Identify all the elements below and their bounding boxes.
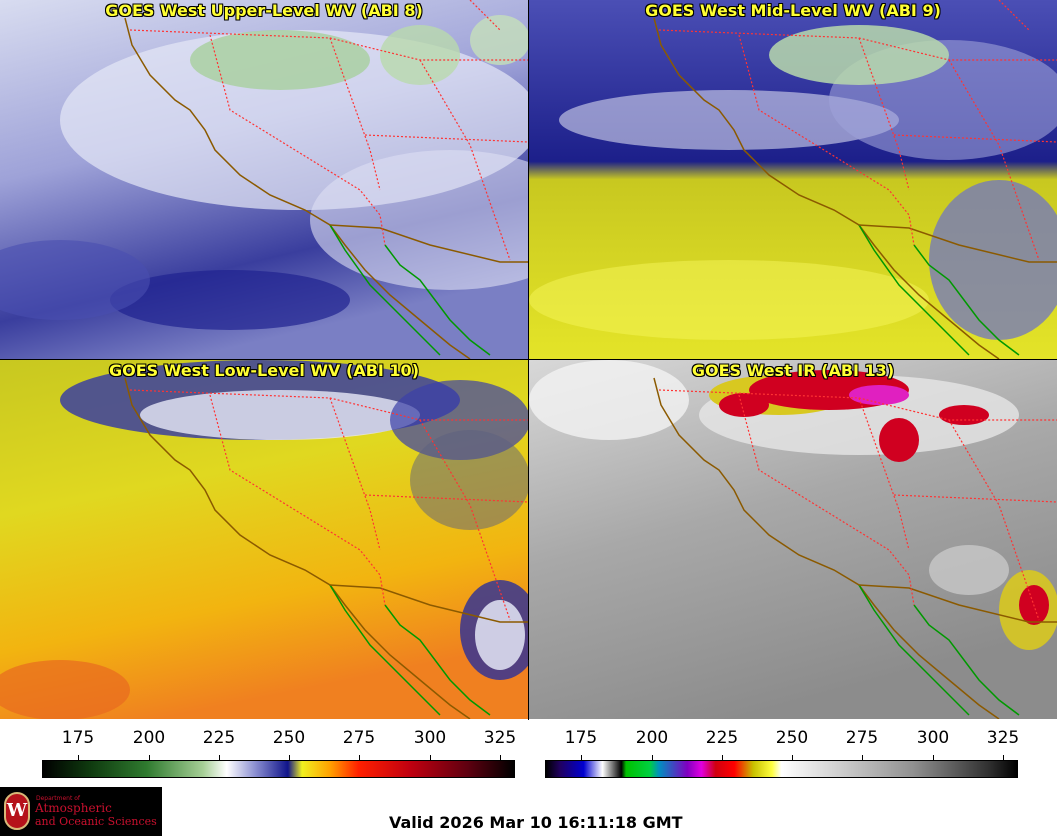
mid-wv-image — [529, 0, 1057, 359]
upper-wv-image — [0, 0, 528, 359]
panel-low-level-wv: GOES West Low-Level WV (ABI 10) — [0, 360, 528, 719]
colorbar-tick: 300 — [916, 728, 950, 748]
panel-title: GOES West IR (ABI 13) — [691, 361, 895, 380]
coastline — [653, 17, 1057, 359]
aos-logo: W Department of Atmospheric and Oceanic … — [0, 787, 162, 836]
logo-line-1: Department of — [36, 795, 80, 802]
panel-ir: GOES West IR (ABI 13) — [529, 360, 1057, 719]
state-borders — [129, 0, 528, 261]
logo-line-3: and Oceanic Sciences — [35, 815, 157, 828]
state-borders — [658, 389, 1057, 621]
panel-title: GOES West Upper-Level WV (ABI 8) — [105, 1, 423, 20]
colorbar-tick: 275 — [342, 728, 376, 748]
colorbar-tick: 225 — [705, 728, 739, 748]
colorbar-tick: 300 — [413, 728, 447, 748]
coastline — [124, 17, 528, 359]
valid-time: Valid 2026 Mar 10 16:11:18 GMT — [389, 813, 683, 832]
ir-colorbar: 175 200 225 250 275 300 325 — [545, 728, 1020, 780]
colorbar-tick: 275 — [845, 728, 879, 748]
colorbar-tick: 325 — [986, 728, 1020, 748]
uw-crest-icon: W — [4, 792, 30, 830]
coastline — [653, 377, 1057, 719]
logo-line-2: Atmospheric — [35, 801, 112, 815]
panel-mid-level-wv: GOES West Mid-Level WV (ABI 9) — [529, 0, 1057, 359]
panel-upper-level-wv: GOES West Upper-Level WV (ABI 8) — [0, 0, 528, 359]
panel-divider-vertical — [528, 0, 529, 720]
state-borders — [129, 389, 528, 621]
colorbar-tick: 250 — [775, 728, 809, 748]
colorbar-tick: 250 — [272, 728, 306, 748]
colorbar-tick: 325 — [483, 728, 517, 748]
panel-title: GOES West Mid-Level WV (ABI 9) — [645, 1, 941, 20]
coastline — [124, 377, 528, 719]
panel-title: GOES West Low-Level WV (ABI 10) — [108, 361, 419, 380]
colorbar-tick: 225 — [202, 728, 236, 748]
panel-divider-horizontal — [0, 359, 1057, 360]
state-borders — [658, 0, 1057, 261]
colorbar-tick: 175 — [564, 728, 598, 748]
wv-colorbar-gradient — [42, 760, 515, 778]
colorbar-tick: 200 — [132, 728, 166, 748]
colorbar-tick: 200 — [635, 728, 669, 748]
ir-image — [529, 360, 1057, 719]
colorbar-tick: 175 — [61, 728, 95, 748]
wv-colorbar: 175 200 225 250 275 300 325 — [42, 728, 517, 780]
low-wv-image — [0, 360, 528, 719]
ir-colorbar-gradient — [545, 760, 1018, 778]
